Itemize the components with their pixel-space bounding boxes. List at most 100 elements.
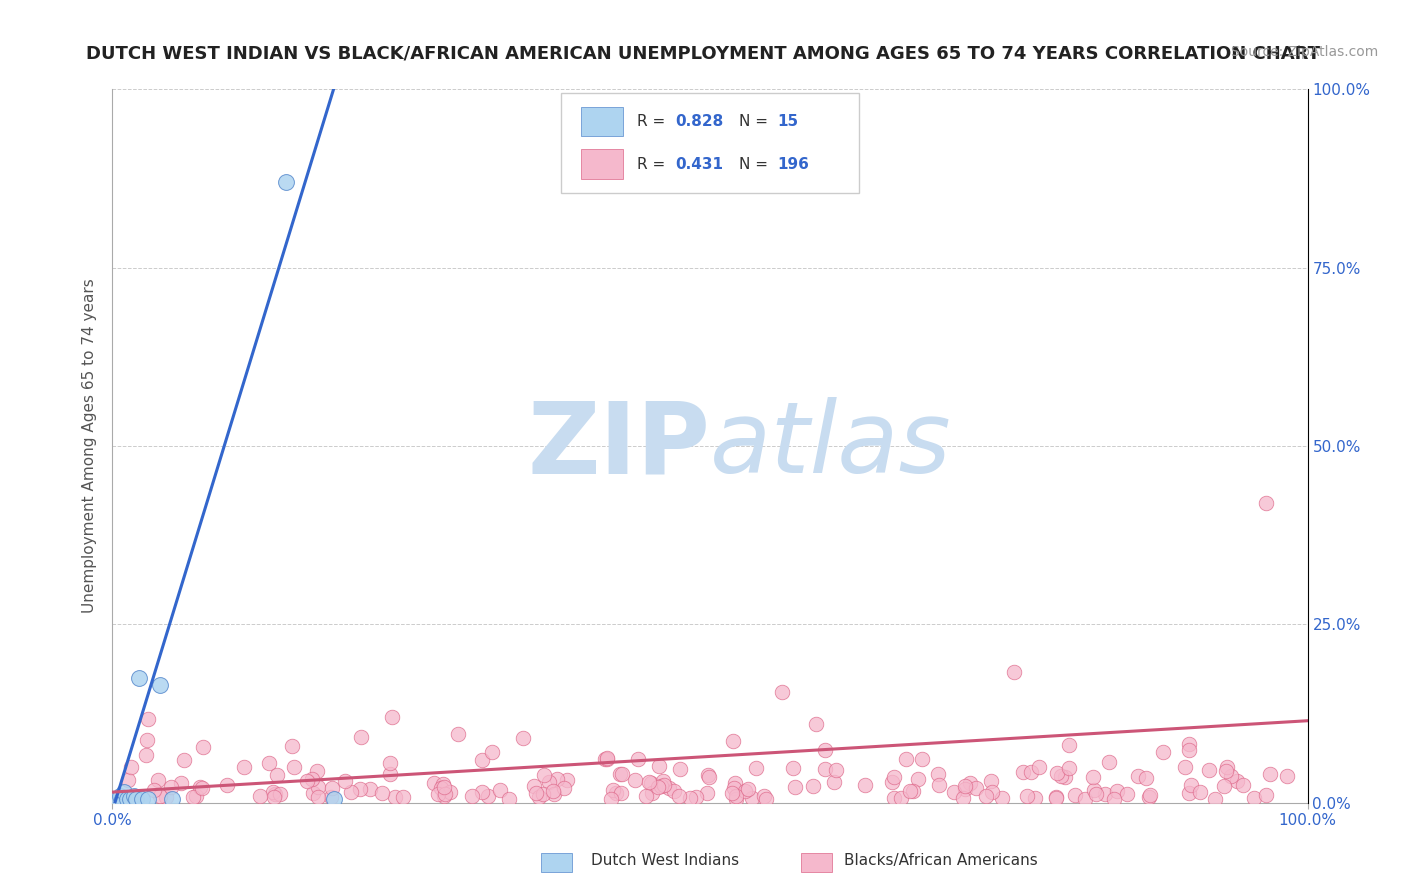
- Point: [1074, 792, 1097, 806]
- Point: [1258, 767, 1281, 781]
- Point: [737, 781, 759, 796]
- Point: [430, 780, 453, 795]
- FancyBboxPatch shape: [581, 149, 623, 179]
- Point: [725, 789, 748, 804]
- Point: [593, 752, 616, 766]
- Point: [333, 773, 356, 788]
- Point: [907, 772, 929, 787]
- Point: [262, 785, 284, 799]
- Point: [853, 778, 876, 792]
- Point: [953, 779, 976, 793]
- Point: [952, 791, 974, 805]
- Point: [489, 783, 512, 797]
- Point: [538, 774, 561, 789]
- Point: [120, 760, 142, 774]
- Point: [927, 767, 949, 781]
- Point: [115, 791, 138, 805]
- Point: [724, 791, 747, 805]
- Point: [1232, 778, 1254, 792]
- Point: [609, 767, 631, 781]
- Point: [883, 790, 905, 805]
- Point: [1139, 788, 1161, 802]
- Point: [1126, 769, 1149, 783]
- Point: [814, 762, 837, 776]
- Point: [1152, 745, 1174, 759]
- Text: 0.828: 0.828: [675, 114, 724, 128]
- Point: [974, 789, 997, 803]
- Point: [610, 766, 633, 780]
- Point: [894, 752, 917, 766]
- Point: [1256, 789, 1278, 803]
- Text: Blacks/African Americans: Blacks/African Americans: [844, 854, 1038, 868]
- Point: [553, 780, 575, 795]
- Point: [648, 758, 671, 772]
- Point: [1213, 779, 1236, 793]
- Point: [650, 779, 672, 793]
- Point: [1045, 789, 1067, 804]
- Point: [1053, 770, 1076, 784]
- Point: [471, 785, 494, 799]
- Point: [1083, 783, 1105, 797]
- Point: [1178, 737, 1201, 751]
- Point: [1059, 761, 1081, 775]
- Point: [596, 752, 619, 766]
- Point: [664, 784, 686, 798]
- Point: [512, 731, 534, 745]
- Point: [745, 761, 768, 775]
- Point: [602, 783, 624, 797]
- Point: [350, 730, 373, 744]
- Point: [1177, 743, 1199, 757]
- Point: [283, 759, 305, 773]
- Point: [623, 773, 645, 788]
- Point: [785, 780, 807, 795]
- Point: [446, 727, 468, 741]
- Point: [782, 761, 804, 775]
- Point: [115, 792, 138, 806]
- Point: [111, 792, 134, 806]
- Point: [1094, 787, 1116, 801]
- Point: [371, 786, 394, 800]
- Point: [477, 789, 499, 804]
- Point: [911, 752, 934, 766]
- Point: [117, 773, 139, 788]
- Point: [1116, 788, 1139, 802]
- Point: [697, 770, 720, 784]
- Point: [669, 762, 692, 776]
- Point: [135, 732, 157, 747]
- Point: [696, 786, 718, 800]
- Point: [1012, 764, 1035, 779]
- Point: [143, 783, 166, 797]
- Point: [890, 791, 912, 805]
- Point: [149, 678, 172, 692]
- Point: [1059, 738, 1081, 752]
- Point: [980, 773, 1002, 788]
- Point: [274, 175, 297, 189]
- Point: [523, 780, 546, 794]
- Point: [652, 779, 675, 793]
- Text: Source: ZipAtlas.com: Source: ZipAtlas.com: [1230, 45, 1378, 59]
- Point: [1226, 774, 1249, 789]
- Point: [741, 791, 763, 805]
- Point: [280, 739, 302, 754]
- Point: [162, 792, 183, 806]
- Point: [1098, 755, 1121, 769]
- Text: N =: N =: [738, 157, 772, 171]
- Point: [1107, 784, 1129, 798]
- Point: [965, 780, 987, 795]
- Text: R =: R =: [637, 114, 671, 128]
- Point: [191, 781, 214, 796]
- Point: [627, 752, 650, 766]
- Point: [1174, 760, 1197, 774]
- Point: [813, 742, 835, 756]
- FancyBboxPatch shape: [561, 93, 859, 193]
- Point: [1045, 791, 1067, 805]
- Point: [125, 792, 148, 806]
- Point: [1180, 778, 1202, 792]
- Point: [108, 791, 131, 805]
- Point: [184, 789, 207, 804]
- Point: [640, 776, 662, 790]
- Point: [432, 777, 454, 791]
- Point: [264, 787, 287, 801]
- Text: R =: R =: [637, 157, 671, 171]
- Point: [697, 768, 720, 782]
